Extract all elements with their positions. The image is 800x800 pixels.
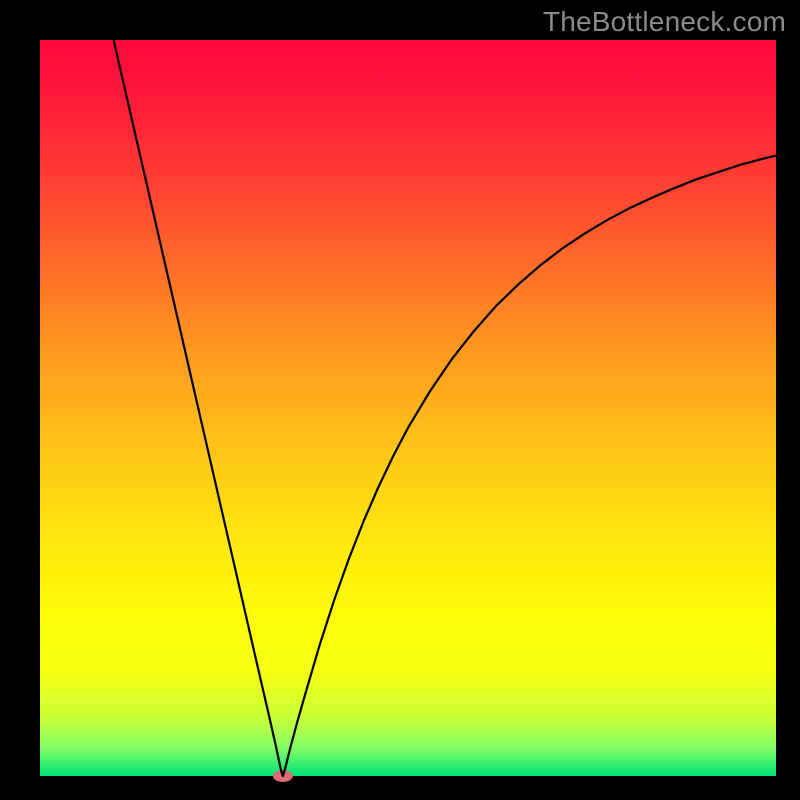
bottleneck-chart bbox=[0, 0, 800, 800]
chart-container: { "meta": { "dimensions": { "width": 800… bbox=[0, 0, 800, 800]
chart-plot-background bbox=[40, 40, 776, 776]
